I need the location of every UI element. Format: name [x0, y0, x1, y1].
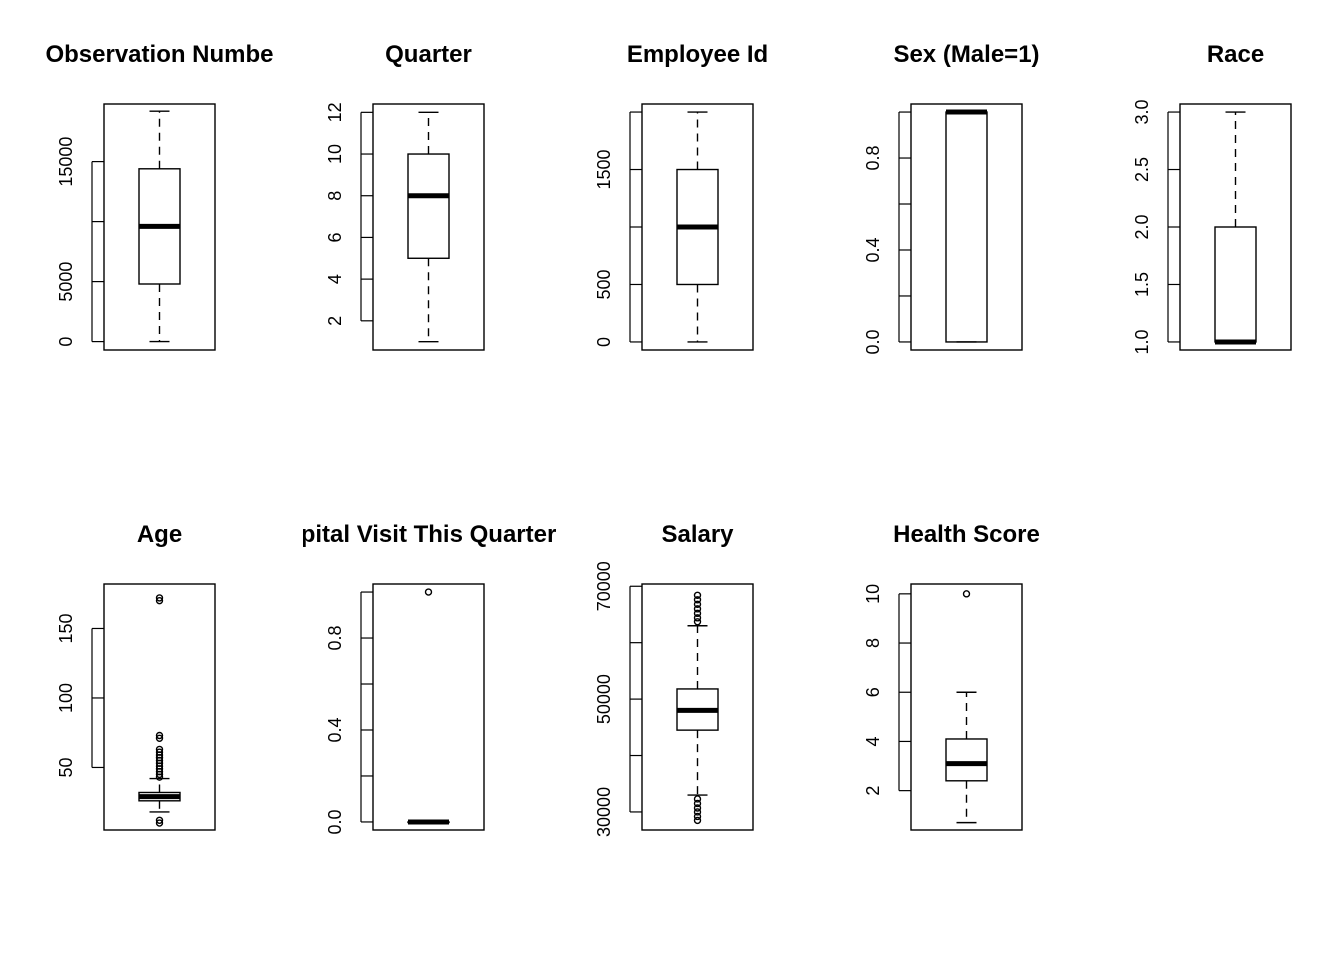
outlier-point: [962, 590, 971, 598]
outlier-point: [155, 816, 164, 824]
y-tick-label: 70000: [594, 561, 614, 611]
iqr-box: [1214, 226, 1257, 343]
outlier-point: [693, 596, 702, 604]
y-tick-label: 500: [594, 269, 614, 299]
outlier-point: [155, 819, 164, 827]
outlier-point: [693, 816, 702, 825]
boxplot-panels: Observation Numbe0500015000Quarter246810…: [45, 41, 1292, 837]
y-tick-label: 0: [594, 337, 614, 347]
outlier-point: [693, 618, 702, 626]
panel-title: Observation Numbe: [45, 41, 273, 68]
y-tick-label: 30000: [594, 787, 614, 837]
y-tick-label: 50000: [594, 674, 614, 724]
y-tick-label: 0.0: [863, 329, 883, 354]
panel-pital-visit-this-quarter: pital Visit This Quarter 0.0 0.4 0.8: [301, 521, 557, 834]
panel-title: Health Score: [893, 521, 1040, 548]
y-tick-label: 3.0: [1132, 100, 1152, 125]
y-tick-label: 0.8: [863, 146, 883, 171]
outlier-point: [693, 609, 702, 618]
y-tick-label: 15000: [56, 137, 76, 187]
y-tick-label: 0: [56, 337, 76, 347]
panel-sex-male-1: Sex (Male=1) 0.0 0.4 0.8: [863, 41, 1040, 354]
y-tick-label: 8: [863, 638, 883, 648]
outlier-point: [155, 748, 164, 756]
outlier-point: [155, 745, 164, 754]
outlier-point: [155, 596, 164, 605]
y-tick-label: 6: [325, 232, 345, 242]
outlier-point: [693, 808, 702, 816]
y-tick-label: 4: [325, 274, 345, 284]
panel-title: Employee Id: [627, 41, 768, 68]
y-tick-label: 50: [56, 757, 76, 777]
y-tick-label: 0.0: [325, 809, 345, 834]
panel-observation-numbe: Observation Numbe 0 5000 15000: [45, 41, 274, 351]
panel-title: Sex (Male=1): [893, 41, 1039, 68]
outlier-point: [155, 594, 164, 602]
y-tick-label: 1500: [594, 149, 614, 189]
outlier-point: [693, 591, 702, 599]
panel-title: pital Visit This Quarter: [301, 521, 557, 548]
y-tick-label: 2.5: [1132, 157, 1152, 182]
y-tick-label: 5000: [56, 262, 76, 302]
y-tick-label: 0.4: [325, 717, 345, 742]
plot-frame: [372, 103, 485, 351]
outlier-point: [155, 734, 164, 742]
outlier-point: [693, 614, 702, 622]
iqr-box: [945, 111, 988, 343]
plot-frame: [910, 103, 1023, 351]
outlier-point: [424, 588, 433, 596]
panel-employee-id: Employee Id 0 500 1500: [594, 41, 768, 351]
plot-frame: [103, 103, 216, 351]
panel-age: Age 50 100 150: [56, 521, 216, 831]
iqr-box: [407, 153, 450, 259]
y-tick-label: 1.0: [1132, 329, 1152, 354]
outlier-point: [693, 600, 702, 609]
y-tick-label: 100: [56, 683, 76, 713]
plot-frame: [641, 583, 754, 831]
plot-frame: [910, 583, 1023, 831]
y-tick-label: 10: [325, 144, 345, 164]
y-tick-label: 4: [863, 736, 883, 746]
outlier-point: [693, 795, 702, 803]
y-tick-label: 12: [325, 102, 345, 122]
panel-title: Salary: [661, 521, 734, 548]
y-tick-label: 8: [325, 191, 345, 201]
y-tick-label: 150: [56, 613, 76, 643]
panel-salary: Salary 30000 50000 70000: [594, 521, 754, 837]
outlier-point: [693, 605, 702, 613]
plot-frame: [372, 583, 485, 831]
outlier-point: [155, 731, 164, 740]
panel-title: Race: [1207, 41, 1264, 68]
panel-health-score: Health Score 2 4 6 8 10: [863, 521, 1040, 831]
iqr-box: [945, 738, 988, 782]
panel-title: Age: [137, 521, 182, 548]
outlier-point: [693, 799, 702, 808]
y-tick-label: 2.0: [1132, 214, 1152, 239]
panel-race: Race 1.0 1.5 2.0 2.5 3.0: [1132, 41, 1292, 354]
outlier-point: [693, 804, 702, 812]
y-tick-label: 0.8: [325, 626, 345, 651]
panel-quarter: Quarter 2 4 6 8 10 12: [325, 41, 485, 351]
plot-frame: [103, 583, 216, 831]
panel-title: Quarter: [385, 41, 472, 68]
outlier-point: [693, 812, 702, 821]
y-tick-label: 0.4: [863, 237, 883, 262]
y-tick-label: 2: [863, 786, 883, 796]
y-tick-label: 2: [325, 316, 345, 326]
y-tick-label: 10: [863, 584, 883, 604]
y-tick-label: 6: [863, 687, 883, 697]
y-tick-label: 1.5: [1132, 272, 1152, 297]
